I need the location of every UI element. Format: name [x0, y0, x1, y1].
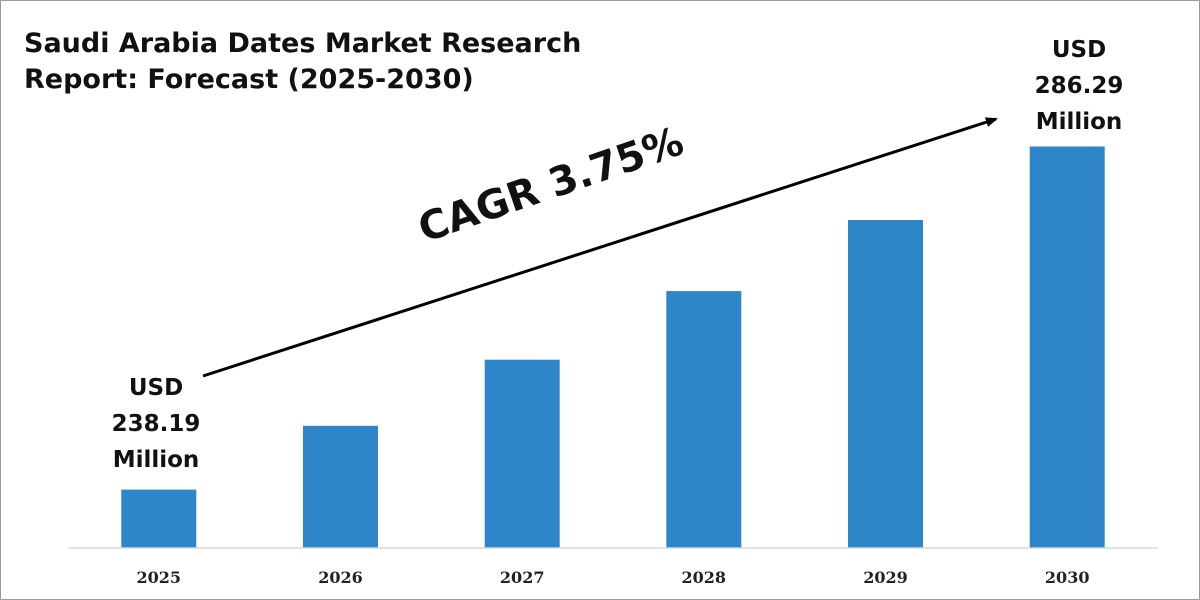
- x-tick-label-2026: 2026: [318, 568, 363, 587]
- bar-2029: [848, 220, 923, 548]
- chart-title: Saudi Arabia Dates Market Research Repor…: [24, 28, 582, 95]
- x-tick-label-2028: 2028: [682, 568, 727, 587]
- bar-2026: [303, 425, 378, 548]
- start-callout-value: 238.19: [111, 411, 201, 437]
- bar-2027: [484, 359, 560, 548]
- end-callout-value: 286.29: [1034, 73, 1124, 99]
- end-callout-currency: USD: [1051, 37, 1107, 63]
- x-tick-label-2025: 2025: [137, 568, 182, 587]
- x-tick-label-2030: 2030: [1045, 568, 1090, 587]
- cagr-trend-arrow: [202, 117, 998, 378]
- bar-2025: [121, 489, 197, 548]
- x-tick-label-2029: 2029: [863, 568, 908, 587]
- end-value-callout: USD 286.29 Million: [1019, 32, 1139, 140]
- start-callout-currency: USD: [128, 375, 184, 401]
- bar-2030: [1029, 146, 1105, 548]
- x-tick-label-2027: 2027: [500, 568, 545, 587]
- start-callout-unit: Million: [112, 447, 200, 473]
- start-value-callout: USD 238.19 Million: [96, 370, 216, 478]
- end-callout-unit: Million: [1035, 109, 1123, 135]
- bar-2028: [666, 291, 742, 548]
